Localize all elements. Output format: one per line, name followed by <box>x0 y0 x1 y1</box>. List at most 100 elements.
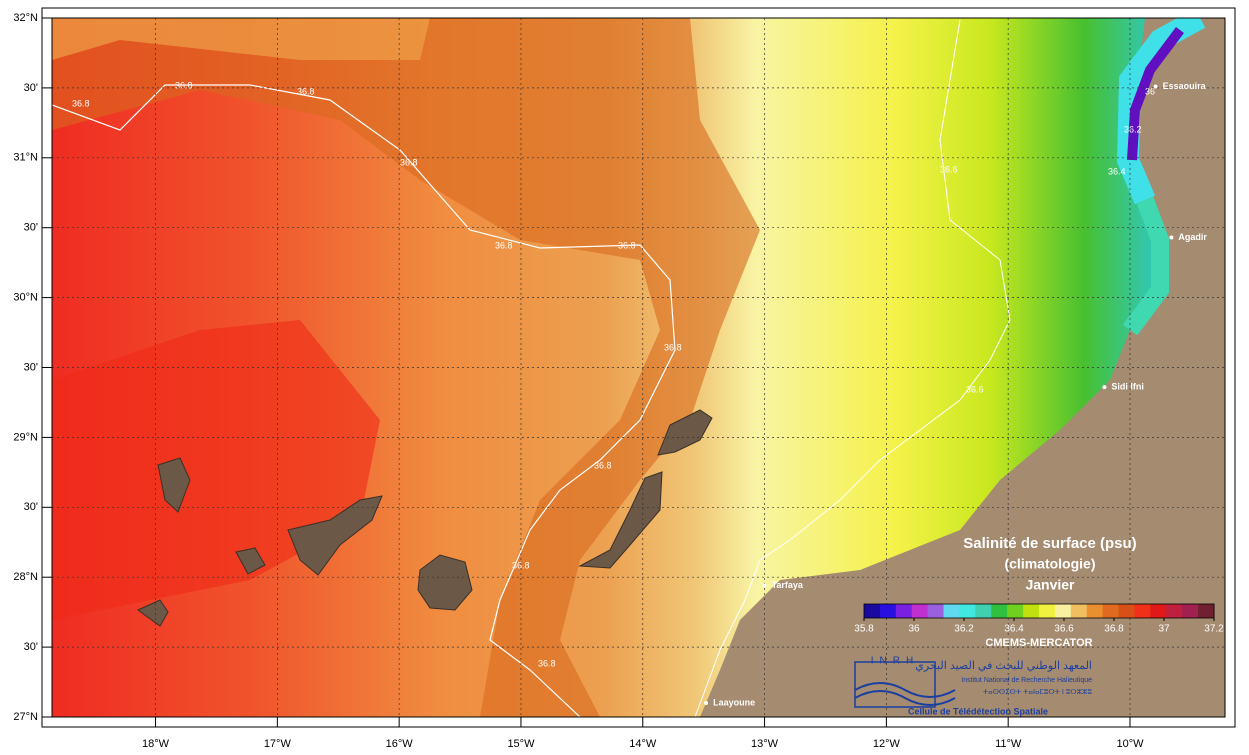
land <box>700 18 1225 717</box>
city-dot <box>1102 385 1107 390</box>
contour-label: 36 <box>1145 86 1155 96</box>
logo-arabic: المعهد الوطني للبحث في الصيد البحري <box>915 660 1092 672</box>
lat-tick-label: 27°N <box>13 711 38 723</box>
colorbar-swatch <box>1118 604 1135 618</box>
contour-label: 36.2 <box>1124 124 1142 134</box>
contour-label: 36.8 <box>495 240 513 250</box>
logo-tifinagh: ⵜⴰⵙⵙⵉⵙⵜ ⵜⴰⵏⴰⵎⵓⵔⵜ ⵏ ⵓⵔⵣⵣⵓ <box>983 689 1093 696</box>
logo-wave <box>854 682 956 698</box>
contour-labels: 36.8 36.8 36.8 36.8 36.8 36.8 36.8 36.8 … <box>72 80 1155 668</box>
lon-tick-label: 13°W <box>751 738 779 750</box>
city-dot <box>1169 235 1174 240</box>
lat-tick-label: 32°N <box>13 12 38 24</box>
lat-tick-label: 29°N <box>13 431 38 443</box>
title: Salinité de surface (psu) <box>963 535 1136 552</box>
colorbar-frame <box>863 603 1215 619</box>
colorbar-swatch <box>895 604 913 618</box>
colorbar-swatch <box>927 604 945 618</box>
outer-frame <box>41 7 1236 728</box>
coastal-low <box>1127 27 1184 161</box>
colorbar-swatch <box>943 604 960 618</box>
colorbar-tick-label: 36.4 <box>1004 624 1024 635</box>
city-dot <box>1153 84 1158 89</box>
orange-band <box>52 18 760 717</box>
colorbar-swatch <box>911 604 929 618</box>
lat-tick-label: 30' <box>24 361 38 373</box>
colorbar-swatch <box>1182 604 1199 618</box>
lat-tick-label: 30' <box>24 82 38 94</box>
contour-36-6 <box>694 19 1011 717</box>
colorbar-tick-label: 37 <box>1158 624 1170 635</box>
lon-tick-label: 12°W <box>873 738 901 750</box>
lat-tick-label: 31°N <box>13 152 38 164</box>
lat-tick-label: 30' <box>24 501 38 513</box>
colorbar-tick-label: 36.2 <box>954 624 974 635</box>
lon-tick-label: 17°W <box>264 738 292 750</box>
cities: Essaouira Agadir Sidi Ifni Tarfaya Laayoune <box>704 81 1207 707</box>
logo-acronym: INRH <box>871 656 919 667</box>
contour-label: 36.8 <box>175 80 193 90</box>
colorbar-tick-label: 36.6 <box>1054 624 1074 635</box>
lon-tick-label: 10°W <box>1116 738 1144 750</box>
colorbar-swatch <box>1070 604 1088 618</box>
contour-label: 36.6 <box>940 164 958 174</box>
lat-tick-label: 28°N <box>13 571 38 583</box>
contour-label: 36.8 <box>72 98 90 108</box>
grid: 32°N 30' 31°N 30' 30°N 30' 29°N 30' 28°N 30' 27°N 1… <box>13 12 1225 750</box>
city-label: Sidi Ifni <box>1111 381 1144 391</box>
subtitle: (climatologie) <box>1004 556 1095 572</box>
contour-label: 36.4 <box>1108 166 1126 176</box>
contour-label: 36.8 <box>594 460 612 470</box>
lat-tick-label: 30' <box>24 641 38 653</box>
colorbar-swatch <box>1039 604 1056 618</box>
colorbar-swatch <box>1198 604 1215 618</box>
colorbar: 35.8 36 36.2 36.4 36.6 36.8 37 37.2 <box>854 603 1224 635</box>
logo-unit: Cellule de Télédétection Spatiale <box>908 706 1048 716</box>
contour-label: 36.8 <box>664 342 682 352</box>
contour-label: 36.8 <box>297 86 315 96</box>
logo-wave <box>854 690 956 706</box>
month: Janvier <box>1025 577 1075 593</box>
colorbar-tick-label: 36 <box>908 624 920 635</box>
city-label: Essaouira <box>1163 81 1207 91</box>
lat-tick-label: 30°N <box>13 292 38 304</box>
colorbar-swatch <box>879 604 897 618</box>
contour-36-8 <box>52 84 676 717</box>
colorbar-swatch <box>1054 604 1072 618</box>
lon-tick-label: 15°W <box>507 738 535 750</box>
contour-label: 36.8 <box>512 560 530 570</box>
logo-mark <box>854 661 936 708</box>
colorbar-swatch <box>959 604 976 618</box>
colorbar-swatch <box>1023 604 1040 618</box>
city-dot <box>704 701 709 706</box>
logo: INRH المعهد الوطني للبحث في الصيد البحري… <box>854 656 1093 716</box>
lon-tick-label: 11°W <box>995 738 1022 750</box>
city-label: Tarfaya <box>772 580 804 590</box>
colorbar-swatch <box>1166 604 1183 618</box>
colorbar-tick-label: 36.8 <box>1104 624 1124 635</box>
city-label: Laayoune <box>713 697 755 707</box>
contour-label: 36.8 <box>538 658 556 668</box>
colorbar-tick-label: 37.2 <box>1204 624 1224 635</box>
colorbar-swatch <box>1086 604 1104 618</box>
lon-tick-label: 14°W <box>629 738 657 750</box>
colorbar-tick-label: 35.8 <box>854 624 874 635</box>
lon-tick-label: 16°W <box>386 738 414 750</box>
legend-title: Salinité de surface (psu) (climatologie)… <box>963 535 1136 593</box>
coastal-band <box>1122 196 1169 336</box>
pale-band <box>52 18 430 60</box>
lat-tick-label: 30' <box>24 222 38 234</box>
city-label: Agadir <box>1178 232 1207 242</box>
contour-label: 36.8 <box>618 240 636 250</box>
contour-label: 36.8 <box>400 157 418 167</box>
source: CMEMS-MERCATOR <box>985 637 1092 649</box>
colorbar-swatch <box>975 604 992 618</box>
islands <box>137 409 713 627</box>
lon-tick-label: 18°W <box>142 738 170 750</box>
logo-french: Institut National de Recherche Halieutiq… <box>961 677 1092 684</box>
colorbar-swatch <box>1150 604 1167 618</box>
colorbar-swatch <box>864 604 881 618</box>
